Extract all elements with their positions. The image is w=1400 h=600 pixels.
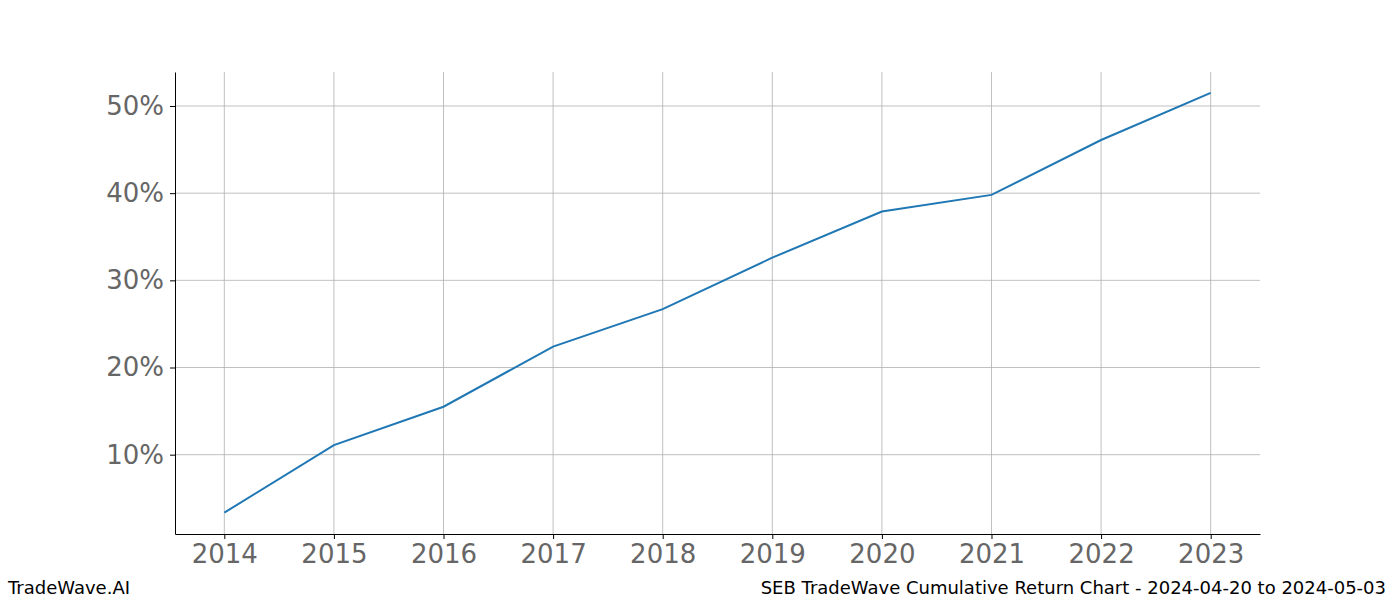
grid-line: [772, 72, 773, 534]
tick-label: 2017: [521, 539, 587, 569]
x-axis: 2014 2015 2016 2017 2018 2019 2020 2021 2022 2023: [176, 534, 1261, 569]
tick: 30%: [106, 265, 175, 295]
tick-mark: [224, 534, 225, 539]
tick: 2020: [849, 534, 915, 569]
tick-mark: [663, 534, 664, 539]
data-layer: [224, 93, 1210, 513]
tick-mark: [882, 534, 883, 539]
grid-line: [224, 72, 225, 534]
tick-label: 2018: [630, 539, 696, 569]
axis-line: [176, 534, 1261, 535]
tick: 40%: [106, 178, 175, 208]
title: SEB TradeWave Cumulative Return Chart - …: [761, 577, 1386, 598]
tick-label: 2022: [1069, 539, 1135, 569]
tick-mark: [170, 280, 175, 281]
tick: 2018: [630, 534, 696, 569]
tick: 2019: [740, 534, 806, 569]
tick-label: 2023: [1178, 539, 1244, 569]
grid-line: [175, 105, 1260, 106]
grid-line: [175, 454, 1260, 455]
tick: 2017: [521, 534, 587, 569]
tick-label: 10%: [106, 439, 164, 469]
grid-line: [443, 72, 444, 534]
grid-line: [662, 72, 663, 534]
tick-mark: [553, 534, 554, 539]
tick: 2022: [1069, 534, 1135, 569]
tick: 2021: [959, 534, 1025, 569]
tick-label: 2020: [849, 539, 915, 569]
tick-label: 2016: [411, 539, 477, 569]
tick-mark: [991, 534, 992, 539]
annotation: TradeWave.AI: [7, 577, 130, 598]
tick-mark: [170, 106, 175, 107]
tick-label: 50%: [106, 91, 164, 121]
grid-line: [881, 72, 882, 534]
tick: 2016: [411, 534, 477, 569]
grid: [175, 72, 1260, 534]
axis-line: [175, 73, 176, 535]
grid-line: [553, 72, 554, 534]
tick-mark: [1211, 534, 1212, 539]
tick-label: 30%: [106, 265, 164, 295]
grid-line: [333, 72, 334, 534]
grid-line: [1101, 72, 1102, 534]
tick-label: 2019: [740, 539, 806, 569]
tick-mark: [170, 368, 175, 369]
tick: 2023: [1178, 534, 1244, 569]
line: [224, 93, 1210, 513]
plot: 2014 2015 2016 2017 2018 2019 2020 2021 2022 2023…: [106, 72, 1260, 569]
tick-mark: [1101, 534, 1102, 539]
grid-line: [175, 367, 1260, 368]
tick-label: 2021: [959, 539, 1025, 569]
chart: 2014 2015 2016 2017 2018 2019 2020 2021 2022 2023…: [0, 0, 1400, 600]
tick-label: 2015: [301, 539, 367, 569]
tick: 50%: [106, 91, 175, 121]
tick-label: 40%: [106, 178, 164, 208]
tick-mark: [444, 534, 445, 539]
tick-mark: [170, 193, 175, 194]
tick-mark: [170, 455, 175, 456]
grid-line: [175, 193, 1260, 194]
tick-label: 20%: [106, 352, 164, 382]
grid-line: [175, 280, 1260, 281]
y-axis: 10% 20% 30% 40% 50%: [106, 73, 175, 535]
tick-mark: [334, 534, 335, 539]
tick: 2015: [301, 534, 367, 569]
grid-line: [1210, 72, 1211, 534]
grid-line: [991, 72, 992, 534]
tick-label: 2014: [192, 539, 258, 569]
tick: 2014: [192, 534, 258, 569]
tick-mark: [772, 534, 773, 539]
tick: 10%: [106, 439, 175, 469]
tick: 20%: [106, 352, 175, 382]
